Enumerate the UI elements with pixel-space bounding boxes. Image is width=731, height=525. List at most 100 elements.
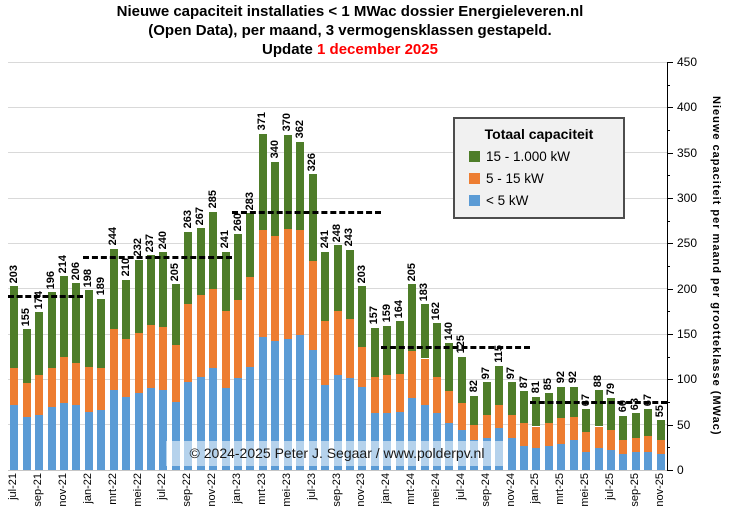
bar-total-label: 210 (119, 258, 132, 277)
bar-segment (345, 378, 354, 470)
bar-segment (594, 448, 603, 470)
x-tick-label: mrt-24 (405, 473, 418, 505)
bar-segment (408, 284, 417, 352)
bar-total-label: 155 (20, 308, 33, 327)
bar-segment (258, 336, 267, 470)
bar-segment (171, 284, 180, 345)
bar-segment (221, 311, 230, 389)
bar-segment (271, 341, 280, 470)
y-tick (667, 379, 673, 381)
x-tick-label: jul-25 (604, 473, 617, 500)
x-tick-label: jul-24 (454, 473, 467, 500)
bar-total-label: 85 (542, 377, 555, 390)
bar-segment (594, 390, 603, 427)
y-tick-label: 100 (677, 372, 698, 387)
y-tick (667, 130, 670, 131)
bar-total-label: 63 (629, 397, 642, 410)
y-tick (667, 175, 670, 177)
x-tick-label: sep-23 (330, 473, 343, 507)
x-axis-labels: jul-21 sep-21 nov-21 jan-22 mrt-22 mei-22 jul-… (7, 473, 667, 525)
bar-segment (59, 402, 68, 470)
legend-items: 15 - 1.000 kW 5 - 15 kW < 5 kW (455, 149, 623, 208)
bar-segment (457, 356, 466, 403)
y-tick-label: 450 (677, 55, 698, 69)
x-tick-label: jan-22 (81, 473, 94, 504)
bar-segment (10, 285, 19, 369)
bar-segment (370, 327, 379, 377)
bar-segment (445, 343, 454, 392)
bar-segment (395, 411, 404, 470)
bar-total-label: 243 (343, 228, 356, 247)
bar-segment (607, 450, 616, 470)
bar-total-label: 79 (604, 383, 617, 396)
bar-total-label: 340 (268, 140, 281, 159)
legend-swatch (469, 195, 480, 206)
bar-segment (184, 382, 193, 470)
x-tick-label: mei-22 (131, 473, 144, 507)
bar-segment (321, 251, 330, 322)
bar-total-label: 159 (380, 304, 393, 323)
bar-segment (134, 333, 143, 393)
bar-segment (594, 426, 603, 449)
bar-segment (420, 404, 429, 470)
bar-total-label: 97 (505, 366, 518, 380)
bar-total-label: 240 (156, 231, 169, 250)
y-tick-label: 50 (677, 417, 691, 432)
chart-update-line: Update 1 december 2025 (0, 40, 700, 59)
bar-total-label: 214 (57, 254, 70, 273)
x-tick-label: sep-21 (32, 473, 45, 507)
bar-segment (520, 446, 528, 470)
bar-segment (420, 358, 429, 405)
bar-segment (321, 321, 330, 385)
bar-segment (97, 410, 106, 470)
bar-segment (283, 134, 292, 229)
bar-segment (582, 451, 591, 470)
x-tick-label: mei-24 (429, 473, 442, 507)
y-tick (667, 243, 673, 245)
plot-area: 203 155 174 196 214 206 198 189 244 210 232 237 240 2… (7, 61, 667, 471)
y-tick (667, 84, 670, 86)
bar-total-label: 196 (45, 270, 58, 290)
bar-segment (122, 396, 131, 470)
legend-swatch (469, 173, 480, 184)
y-tick (667, 356, 670, 358)
y-tick (667, 311, 670, 313)
bar-segment (370, 376, 379, 413)
bar-segment (532, 396, 541, 427)
bar-segment (345, 318, 354, 379)
bar-segment (532, 426, 541, 449)
y-tick-label: 350 (677, 145, 698, 160)
bar-segment (196, 295, 205, 377)
gridline (8, 197, 667, 199)
bar-total-label: 237 (144, 233, 157, 253)
bar-total-label: 203 (7, 264, 20, 283)
legend-item-label: 5 - 15 kW (486, 171, 544, 186)
bar-segment (470, 424, 479, 441)
bar-segment (656, 420, 665, 441)
bar-segment (209, 211, 218, 289)
y-tick (667, 266, 670, 267)
gridline (8, 106, 667, 108)
bar-segment (234, 378, 243, 470)
bar-segment (582, 409, 591, 432)
y-tick (667, 402, 670, 403)
bar-segment (22, 329, 31, 383)
bar-total-label: 244 (107, 227, 120, 246)
x-tick-label: mrt-25 (554, 473, 567, 505)
bar-segment (457, 402, 466, 431)
bar-total-label: 164 (393, 299, 406, 319)
bar-segment (271, 161, 280, 237)
bar-segment (146, 324, 155, 389)
bar-segment (557, 443, 566, 470)
bar-total-label: 198 (82, 269, 95, 288)
bar-segment (619, 453, 628, 470)
average-line-2023 (231, 211, 381, 214)
bar-total-label: 162 (430, 301, 443, 321)
bar-segment (196, 376, 205, 470)
legend: Totaal capaciteit 15 - 1.000 kW 5 - 15 kW… (453, 117, 625, 219)
y-tick (667, 62, 673, 63)
bar-segment (283, 228, 292, 339)
bar-segment (159, 252, 168, 327)
bar-segment (495, 365, 504, 405)
